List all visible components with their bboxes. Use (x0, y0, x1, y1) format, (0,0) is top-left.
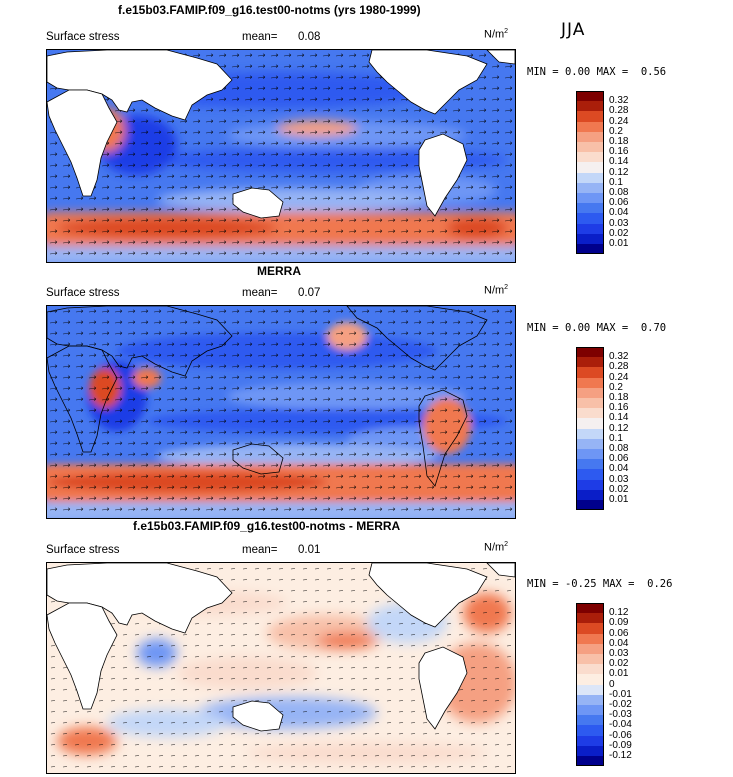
map-merra-svg (47, 306, 515, 518)
colorbar-tick-label: 0.03 (609, 473, 629, 485)
colorbar-tick-label: -0.04 (609, 719, 632, 731)
map-difference-svg (47, 563, 515, 773)
colorbar-tick-label: -0.01 (609, 688, 632, 700)
unit-label: N/m2 (484, 284, 509, 297)
map-difference (46, 562, 516, 774)
colorbar-tick-label: 0.01 (609, 494, 629, 505)
stress-field (47, 306, 515, 518)
unit-label: N/m2 (484, 28, 509, 41)
colorbar-tick-label: 0.1 (609, 432, 623, 444)
season-label: JJA (561, 20, 586, 40)
mean-value: 0.01 (298, 544, 321, 556)
colorbar-tick-label: 0.02 (609, 658, 629, 670)
colorbar-tick-label: -0.06 (609, 729, 632, 741)
map-model (46, 49, 516, 263)
colorbar-tick-label: 0.24 (609, 115, 629, 127)
colorbar-tick-label: 0.03 (609, 648, 629, 659)
colorbar-tick-label: 0.06 (609, 627, 629, 639)
colorbar-frame (576, 603, 604, 767)
colorbar-tick-label: 0.01 (609, 668, 629, 680)
variable-label: Surface stress (46, 287, 120, 299)
min-max-readout: MIN = 0.00 MAX = 0.70 (527, 322, 667, 334)
colorbar-tick-label: 0.2 (609, 381, 623, 393)
colorbar-tick-label: 0.2 (609, 125, 623, 137)
colorbar-tick-label: 0.02 (609, 483, 629, 495)
colorbar-tick-label: 0.03 (609, 217, 629, 229)
min-max-readout: MIN = -0.25 MAX = 0.26 (527, 578, 673, 590)
colorbar-tick-label: 0.12 (609, 166, 629, 178)
continents (47, 563, 515, 732)
mean-value: 0.07 (298, 287, 321, 299)
unit-label: N/m2 (484, 541, 509, 554)
colorbar-tick-label: 0 (609, 678, 615, 690)
panel-title: f.e15b03.FAMIP.f09_g16.test00-notms - ME… (133, 519, 401, 533)
colorbar-tick-label: 0.24 (609, 371, 629, 383)
map-model-svg (47, 50, 515, 262)
colorbar-tick-label: 0.12 (609, 607, 629, 619)
colorbar-tick-label: 0.18 (609, 136, 629, 147)
mean-label: mean= (242, 287, 278, 299)
colorbar-tick-label: 0.14 (609, 412, 629, 424)
mean-value: 0.08 (298, 31, 321, 43)
mean-label: mean= (242, 544, 278, 556)
colorbar-tick-label: 0.08 (609, 443, 629, 454)
colorbar-tick-label: 0.28 (609, 105, 629, 117)
map-merra (46, 305, 516, 519)
continents (47, 50, 515, 219)
colorbar-tick-label: 0.16 (609, 402, 629, 414)
colorbar-tick-label: 0.14 (609, 156, 629, 168)
colorbar-frame (576, 347, 604, 511)
colorbar-tick-label: 0.01 (609, 238, 629, 249)
colorbar-tick-label: 0.06 (609, 197, 629, 209)
colorbar-tick-label: 0.08 (609, 187, 629, 198)
colorbar-frame (576, 91, 604, 255)
colorbar-tick-label: 0.32 (609, 351, 629, 363)
colorbar-tick-label: -0.12 (609, 750, 632, 761)
colorbar-tick-label: 0.09 (609, 617, 629, 629)
variable-label: Surface stress (46, 544, 120, 556)
mean-label: mean= (242, 31, 278, 43)
colorbar-tick-label: -0.09 (609, 739, 632, 751)
colorbar-tick-label: 0.12 (609, 422, 629, 434)
continent-outlines (47, 306, 488, 487)
colorbar-tick-label: 0.18 (609, 392, 629, 403)
min-max-readout: MIN = 0.00 MAX = 0.56 (527, 66, 667, 78)
colorbar-tick-label: 0.06 (609, 453, 629, 465)
colorbar-tick-label: 0.04 (609, 463, 629, 475)
colorbar-tick-label: 0.28 (609, 361, 629, 373)
colorbar-tick-label: -0.03 (609, 709, 632, 721)
variable-label: Surface stress (46, 31, 120, 43)
colorbar-tick-label: 0.04 (609, 637, 629, 649)
colorbar-tick-label: 0.16 (609, 146, 629, 158)
panel-title: MERRA (257, 264, 301, 278)
colorbar-tick-label: -0.02 (609, 699, 632, 710)
colorbar-tick-label: 0.32 (609, 95, 629, 107)
colorbar-tick-label: 0.04 (609, 207, 629, 219)
colorbar-tick-label: 0.1 (609, 176, 623, 188)
panel-title: f.e15b03.FAMIP.f09_g16.test00-notms (yrs… (118, 3, 421, 17)
colorbar-tick-label: 0.02 (609, 227, 629, 239)
